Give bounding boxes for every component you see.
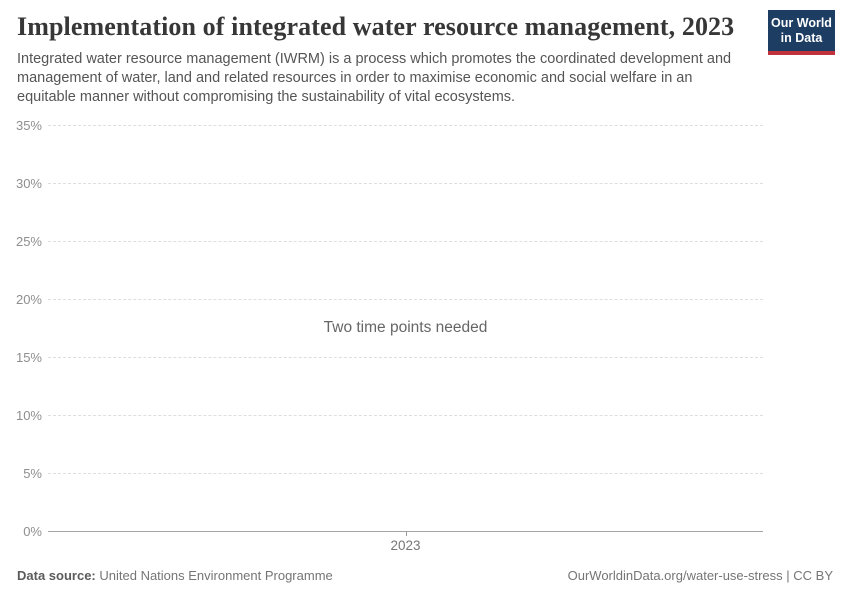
- gridline: [48, 356, 763, 358]
- owid-logo-line2: in Data: [780, 31, 823, 45]
- gridline: [48, 414, 763, 416]
- gridline: [48, 240, 763, 242]
- x-axis-tick-label: 2023: [390, 538, 421, 553]
- gridline: [48, 182, 763, 184]
- owid-logo-line1: Our World: [771, 16, 832, 30]
- owid-logo: Our World in Data: [768, 10, 835, 55]
- x-axis-baseline-row: 0%: [0, 521, 763, 541]
- y-axis-tick-label: 15%: [15, 349, 42, 365]
- data-source-value: United Nations Environment Programme: [99, 568, 333, 583]
- gridline: [48, 298, 763, 300]
- gridline: [48, 472, 763, 474]
- gridline-row-35: 35%: [0, 115, 763, 135]
- y-axis-tick-label: 0%: [23, 523, 42, 539]
- y-axis-tick-label: 10%: [15, 407, 42, 423]
- y-axis-tick-label: 30%: [15, 175, 42, 191]
- gridline-row-25: 25%: [0, 231, 763, 251]
- chart-subtitle: Integrated water resource management (IW…: [17, 51, 732, 105]
- y-axis-tick-label: 5%: [23, 465, 42, 481]
- y-axis-tick-label: 25%: [15, 233, 42, 249]
- x-axis-tick-mark: [406, 531, 407, 536]
- chart-footer: Data source: United Nations Environment …: [17, 568, 833, 583]
- gridline: [48, 124, 763, 126]
- gridline-row-15: 15%: [0, 347, 763, 367]
- attribution: OurWorldinData.org/water-use-stress | CC…: [567, 568, 833, 583]
- data-source-label: Data source:: [17, 568, 96, 583]
- data-source: Data source: United Nations Environment …: [17, 568, 333, 583]
- gridline-row-10: 10%: [0, 405, 763, 425]
- gridline-row-5: 5%: [0, 463, 763, 483]
- empty-chart-message: Two time points needed: [323, 319, 488, 336]
- x-axis-line: [48, 530, 763, 532]
- y-axis-tick-label: 35%: [15, 117, 42, 133]
- page-title: Implementation of integrated water resou…: [17, 12, 735, 41]
- y-axis-tick-label: 20%: [15, 291, 42, 307]
- gridline-row-30: 30%: [0, 173, 763, 193]
- gridline-row-20: 20%: [0, 289, 763, 309]
